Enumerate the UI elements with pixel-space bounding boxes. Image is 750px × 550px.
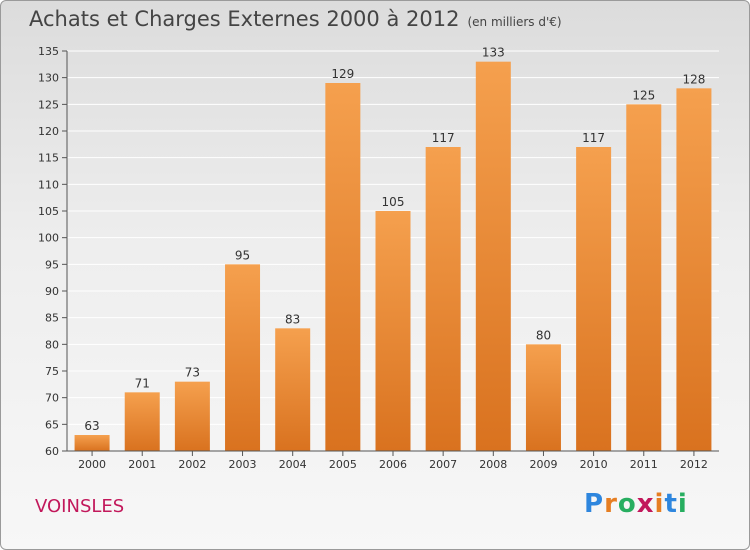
value-label-2012: 128 [682,72,705,86]
value-label-2010: 117 [582,131,605,145]
bar-2010 [576,147,612,451]
value-label-2004: 83 [285,312,300,326]
y-tick-label: 105 [38,205,59,218]
labels: 63 71 73 95 83 129 105 117 133 80 117 125 128 [84,46,705,433]
x-tick-label-2007: 2007 [429,458,457,471]
value-label-2009: 80 [536,328,551,342]
y-tick-label: 125 [38,98,59,111]
x-tick-label-2004: 2004 [279,458,307,471]
logo-letter: x [636,489,655,519]
value-label-2011: 125 [632,88,655,102]
bar-2011 [626,104,662,451]
x-tick-label-2001: 2001 [128,458,156,471]
bar-2008 [475,61,511,452]
bar-2005 [325,83,361,451]
x-tick-label-2000: 2000 [78,458,106,471]
logo-letter: i [677,489,688,519]
y-tick-label: 75 [45,365,59,378]
value-label-2000: 63 [84,419,99,433]
y-tick-label: 70 [45,392,59,405]
bar-2004 [275,328,311,451]
title-text: Achats et Charges Externes 2000 à 2012 [29,7,460,31]
logo-letter: o [617,489,637,519]
bar-2001 [124,392,160,451]
y-tick-label: 80 [45,338,59,351]
y-tick-label: 115 [38,152,59,165]
logo-letter: r [604,489,618,519]
x-tick-label-2011: 2011 [630,458,658,471]
bar-2007 [425,147,461,451]
y-tick-label: 95 [45,258,59,271]
x-tick-label-2005: 2005 [329,458,357,471]
bar-2002 [174,381,210,451]
x-tick-label-2009: 2009 [529,458,557,471]
y-tick-label: 120 [38,125,59,138]
value-label-2005: 129 [331,67,354,81]
y-tick-label: 130 [38,72,59,85]
commune-name: VOINSLES [35,496,125,517]
x-tick-label-2008: 2008 [479,458,507,471]
value-label-2007: 117 [432,131,455,145]
bars [74,61,712,452]
x-tick-label-2002: 2002 [178,458,206,471]
y-tick-label: 60 [45,445,59,458]
y-tick-label: 90 [45,285,59,298]
bar-2009 [525,344,561,451]
chart-subtitle: (en milliers d'€) [467,15,562,29]
x-tick-label-2010: 2010 [580,458,608,471]
bar-2006 [375,211,411,451]
value-label-2003: 95 [235,248,250,262]
y-tick-label: 135 [38,45,59,58]
axes: 60 65 70 75 80 85 90 95 100 105 110 115 120 125 130 135… [38,45,719,471]
chart-title: Achats et Charges Externes 2000 à 2012 (e… [29,7,562,31]
value-label-2006: 105 [382,195,405,209]
y-tick-label: 110 [38,178,59,191]
proxiti-logo: Proxiti [584,489,688,519]
logo-letter: t [664,489,678,519]
y-tick-label: 100 [38,232,59,245]
bar-2000 [74,435,110,451]
bar-2003 [225,264,261,451]
value-label-2001: 71 [135,376,150,390]
x-tick-label-2003: 2003 [229,458,257,471]
x-tick-label-2012: 2012 [680,458,708,471]
logo-letter: P [584,489,605,519]
x-tick-label-2006: 2006 [379,458,407,471]
value-label-2008: 133 [482,46,505,60]
value-label-2002: 73 [185,366,200,380]
logo-letter: i [654,489,665,519]
y-tick-label: 65 [45,418,59,431]
bar-2012 [676,88,712,451]
y-tick-label: 85 [45,312,59,325]
